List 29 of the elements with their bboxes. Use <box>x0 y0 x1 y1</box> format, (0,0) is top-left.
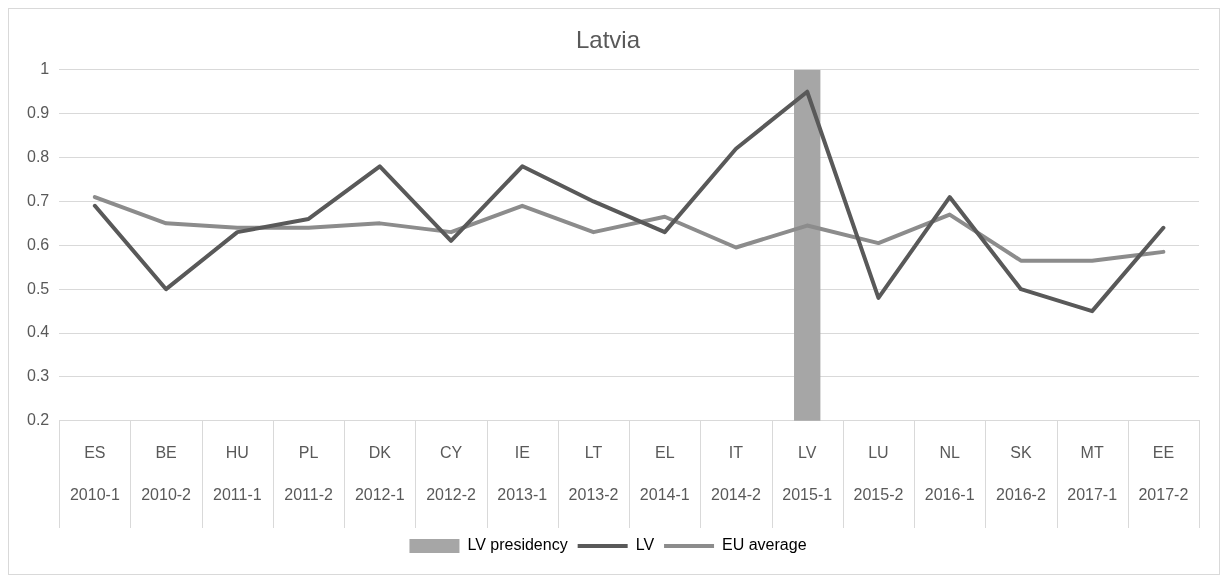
category-label: MT 2017-1 <box>1067 444 1118 503</box>
category-label: BE 2010-2 <box>141 444 192 503</box>
category-label: IT 2014-2 <box>711 444 761 503</box>
y-tick-label: 0.8 <box>26 147 50 165</box>
legend-label: EU average <box>722 536 807 554</box>
y-tick-label: 0.4 <box>26 323 50 341</box>
legend-label: LV <box>635 536 655 554</box>
category-label: ES 2010-1 <box>69 444 120 503</box>
category-label: LU 2015-2 <box>853 444 904 503</box>
category-label: SK 2016-2 <box>996 444 1046 503</box>
legend-label: LV presidency <box>467 536 568 554</box>
category-label: NL 2016-1 <box>924 444 975 503</box>
category-label: HU 2011-1 <box>213 444 262 503</box>
y-tick-label: 0.7 <box>26 191 50 209</box>
category-label: EE 2017-2 <box>1138 444 1189 503</box>
y-tick-label: 0.2 <box>26 411 50 429</box>
category-label: PL 2011-2 <box>284 444 333 503</box>
y-tick-label: 0.3 <box>26 367 50 385</box>
y-tick-label: 0.9 <box>26 104 50 122</box>
y-tick-label: 0.6 <box>26 235 50 253</box>
category-label: CY 2012-2 <box>426 444 476 503</box>
category-label: DK 2012-1 <box>354 444 405 503</box>
category-label: EL 2014-1 <box>639 444 690 503</box>
category-label: IE 2013-1 <box>497 444 548 503</box>
chart-title: Latvia <box>575 26 641 54</box>
category-label: LV 2015-1 <box>782 444 833 503</box>
y-tick-label: 1 <box>40 60 50 78</box>
category-label: LT 2013-2 <box>568 444 619 503</box>
y-tick-label: 0.5 <box>26 279 50 297</box>
